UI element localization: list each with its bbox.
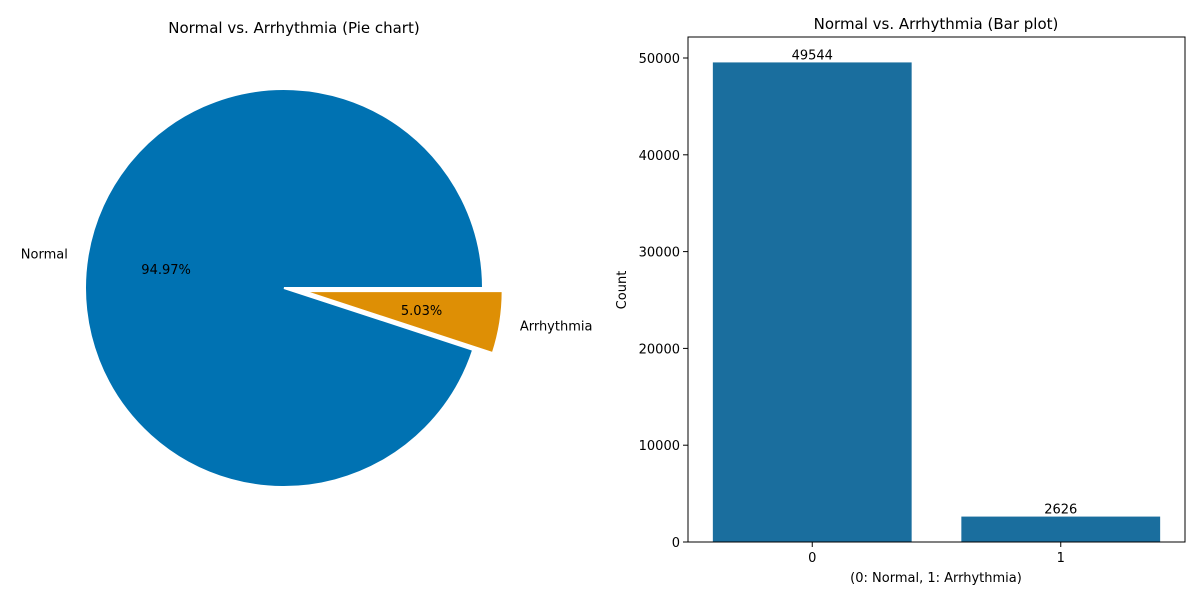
plot-frame: [687, 36, 1186, 543]
bar-title: Normal vs. Arrhythmia (Bar plot): [814, 15, 1059, 33]
x-axis-label: (0: Normal, 1: Arrhythmia): [850, 571, 1022, 586]
pie-title: Normal vs. Arrhythmia (Pie chart): [168, 19, 419, 37]
bar-chart: Normal vs. Arrhythmia (Bar plot) 49544 26…: [615, 15, 1186, 586]
bar-value-label-0: 49544: [792, 48, 833, 63]
y-tick-label: 30000: [639, 246, 680, 261]
pie-label-normal: Normal: [21, 248, 68, 263]
y-axis-label: Count: [615, 271, 630, 310]
bars: [712, 62, 1161, 542]
y-tick-label: 10000: [639, 439, 680, 454]
pie-chart: Normal vs. Arrhythmia (Pie chart) Normal…: [21, 19, 593, 488]
pie-slice-arrhythmia: [303, 290, 504, 355]
x-tick-label: 0: [808, 551, 816, 566]
y-tick-label: 20000: [639, 342, 680, 357]
pie-percent-arrhythmia: 5.03%: [401, 304, 442, 319]
bar-value-label-1: 2626: [1044, 503, 1077, 518]
y-tick-label: 0: [672, 536, 680, 551]
pie-labels: Normal 94.97% Arrhythmia 5.03%: [21, 248, 593, 335]
pie-slice-normal: [84, 88, 485, 488]
y-tick-label: 40000: [639, 149, 680, 164]
x-tick-label: 1: [1057, 551, 1065, 566]
pie-slices: [84, 88, 504, 488]
bar-0: [712, 62, 912, 542]
pie-label-arrhythmia: Arrhythmia: [520, 320, 593, 335]
pie-percent-normal: 94.97%: [141, 263, 191, 278]
y-axis: 0 10000 20000 30000 40000 50000: [639, 52, 688, 551]
y-tick-label: 50000: [639, 52, 680, 67]
bar-1: [961, 516, 1161, 542]
bar-value-labels: 49544 2626: [792, 48, 1078, 517]
